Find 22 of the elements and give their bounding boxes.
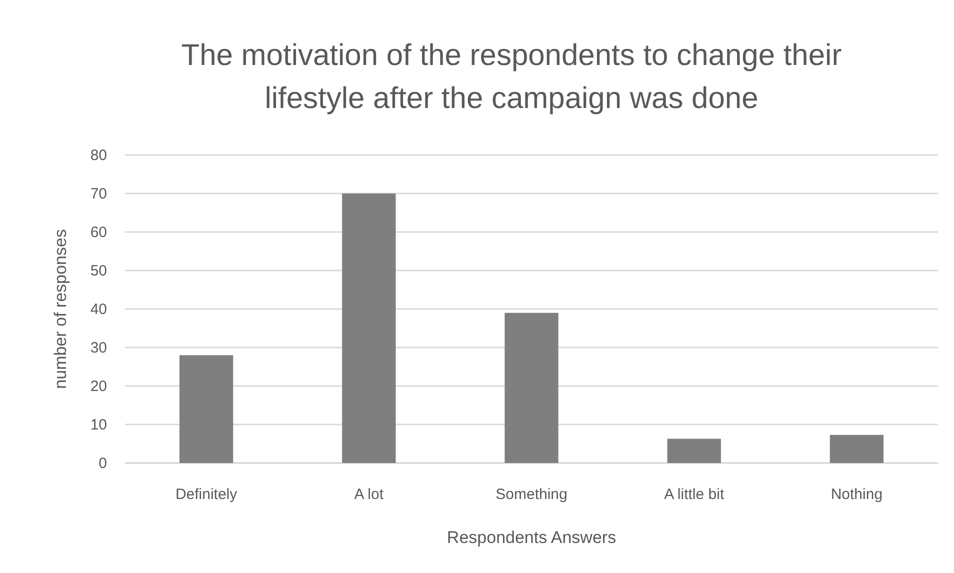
y-tick-label: 50 <box>90 262 107 280</box>
y-tick-label: 80 <box>90 147 107 164</box>
bar <box>830 434 884 463</box>
bar <box>667 438 721 463</box>
y-tick-label: 0 <box>98 455 107 472</box>
y-tick-label: 70 <box>90 186 107 202</box>
y-axis-title: number of responses <box>51 229 70 389</box>
x-tick-label: Definitely <box>175 486 238 503</box>
bar <box>504 312 558 463</box>
bar <box>179 355 234 463</box>
x-tick-label: A lot <box>354 486 384 503</box>
x-axis-title: Respondents Answers <box>446 528 616 547</box>
chart-title: The motivation of the respondents to change their lifestyle after the campaign was done <box>181 39 842 115</box>
x-tick-label: Nothing <box>830 486 883 503</box>
x-tick-label: Something <box>496 486 568 503</box>
y-tick-label: 60 <box>90 224 107 241</box>
y-tick-label: 10 <box>90 416 107 434</box>
bar <box>342 194 396 463</box>
y-tick-label: 40 <box>90 301 107 318</box>
x-tick-label: A little bit <box>664 486 725 503</box>
y-tick-label: 30 <box>90 340 107 356</box>
y-tick-label: 20 <box>90 378 107 395</box>
